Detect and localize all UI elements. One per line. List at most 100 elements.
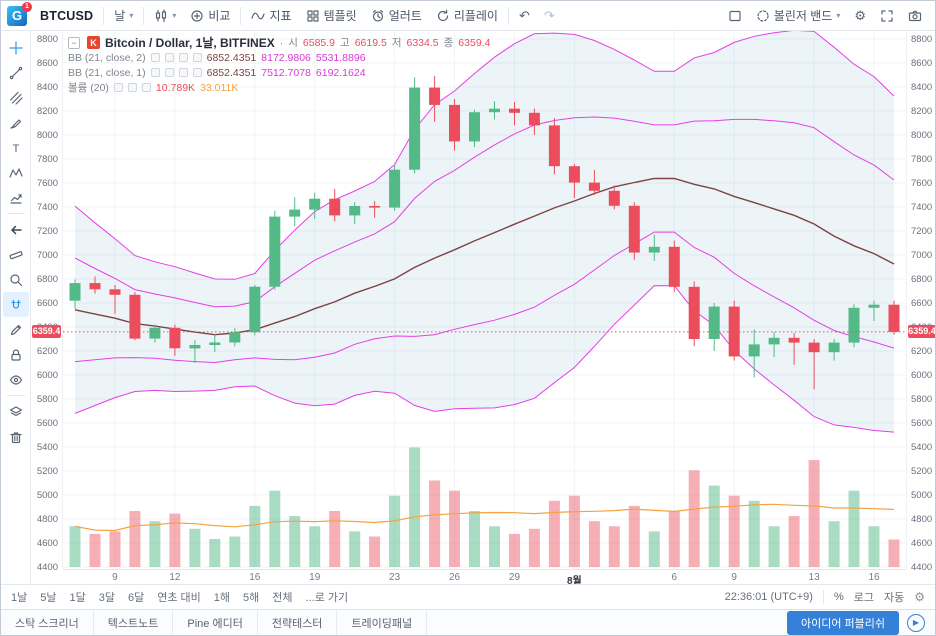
current-price-tag: 6359.4 xyxy=(32,324,61,338)
percent-scale-toggle[interactable]: % xyxy=(833,591,844,603)
collapse-legend-icon[interactable]: − xyxy=(68,36,80,49)
auto-scale-toggle[interactable]: 자동 xyxy=(883,592,905,604)
eye-icon[interactable] xyxy=(150,53,160,62)
settings-button[interactable]: ⚙ xyxy=(847,5,873,27)
tool-pattern[interactable] xyxy=(3,160,29,185)
range-5d[interactable]: 5날 xyxy=(40,592,57,604)
price-tick: 6800 xyxy=(911,274,933,285)
interval-label: 날 xyxy=(114,9,126,23)
chart-style-button[interactable]: ▾ xyxy=(147,5,183,27)
price-tick: 8400 xyxy=(36,82,58,93)
more-icon[interactable] xyxy=(192,68,202,77)
log-scale-toggle[interactable]: 로그 xyxy=(853,592,874,604)
tool-remove-drawings[interactable] xyxy=(3,424,29,449)
replay-button[interactable]: 리플레이 xyxy=(429,5,505,27)
range-1m[interactable]: 1달 xyxy=(69,592,86,604)
settings-icon[interactable] xyxy=(127,83,137,92)
tool-text[interactable]: T xyxy=(3,135,29,160)
range-1d[interactable]: 1날 xyxy=(11,592,28,604)
tool-magnet[interactable] xyxy=(2,292,29,317)
tab-strategy-tester[interactable]: 전략테스터 xyxy=(258,610,338,635)
symbol-search-button[interactable]: BTCUSD xyxy=(40,8,94,23)
tool-lock[interactable] xyxy=(3,342,29,367)
bb2-lower-value: 5531.8896 xyxy=(315,51,366,64)
chart-title[interactable]: Bitcoin / Dollar, 1날, BITFINEX xyxy=(105,36,275,50)
price-tick: 4600 xyxy=(36,538,58,549)
pitchfork-icon xyxy=(9,91,23,105)
tab-pine-editor[interactable]: Pine 에디터 xyxy=(173,610,258,635)
snapshot-button[interactable] xyxy=(901,5,929,27)
svg-text:T: T xyxy=(12,143,19,155)
range-ytd[interactable]: 연초 대비 xyxy=(157,592,201,604)
tool-visibility[interactable] xyxy=(3,367,29,392)
indicator-row-bb2[interactable]: BB (21, close, 2) 6852.4351 8172.9806 55… xyxy=(68,50,490,65)
play-button[interactable]: ▶ xyxy=(907,613,925,632)
price-tick: 5600 xyxy=(36,418,58,429)
price-tick: 4800 xyxy=(36,514,58,525)
fullscreen-button[interactable] xyxy=(873,5,901,27)
text-icon: T xyxy=(12,143,19,155)
tool-measure[interactable] xyxy=(3,242,29,267)
layout-button[interactable] xyxy=(721,5,749,27)
app-logo[interactable]: G 1 xyxy=(7,1,32,26)
redo-button[interactable]: ↷ xyxy=(537,5,562,27)
price-tick: 7800 xyxy=(911,154,933,165)
tool-object-tree[interactable] xyxy=(3,399,29,424)
price-tick: 5800 xyxy=(36,394,58,405)
range-all[interactable]: 전체 xyxy=(272,592,293,604)
active-indicator-dropdown[interactable]: 볼린저 밴드 ▾ xyxy=(749,5,848,27)
templates-button[interactable]: 템플릿 xyxy=(299,5,364,27)
tool-zoom[interactable] xyxy=(3,267,29,292)
eye-icon[interactable] xyxy=(150,68,160,77)
notification-badge: 1 xyxy=(22,1,32,12)
eye-icon[interactable] xyxy=(113,83,123,92)
indicator-row-bb1[interactable]: BB (21, close, 1) 6852.4351 7512.7078 61… xyxy=(68,65,490,80)
tool-pitchfork[interactable] xyxy=(3,85,29,110)
tool-trendline[interactable] xyxy=(3,60,29,85)
settings-icon[interactable] xyxy=(164,68,174,77)
alerts-label: 얼러트 xyxy=(388,9,422,23)
alerts-button[interactable]: 얼러트 xyxy=(364,5,429,27)
range-1y[interactable]: 1해 xyxy=(213,592,231,604)
volume-name: 볼륨 (20) xyxy=(68,82,109,94)
price-axis-left[interactable]: 4400 4600 4800 5000 5200 5400 5600 5800 6000 6200… xyxy=(31,31,63,573)
close-icon[interactable] xyxy=(141,83,151,92)
tool-forecast[interactable] xyxy=(3,185,29,210)
tool-draw-mode[interactable] xyxy=(3,317,29,342)
tab-stock-screener[interactable]: 스탁 스크리너 xyxy=(1,610,94,635)
close-icon[interactable] xyxy=(178,68,188,77)
undo-button[interactable]: ↶ xyxy=(512,5,537,27)
indicators-label: 지표 xyxy=(269,9,292,23)
tools-divider xyxy=(6,395,25,396)
publish-idea-button[interactable]: 아이디어 퍼블리쉬 xyxy=(786,610,899,635)
clock-readout[interactable]: 22:36:01 (UTC+9) xyxy=(724,591,813,603)
price-axis-right[interactable]: 4400 4600 4800 5000 5200 5400 5600 5800 6000 6200… xyxy=(906,31,935,573)
tab-text-notes[interactable]: 텍스트노트 xyxy=(94,610,174,635)
bottom-range-bar: 1날 5날 1달 3달 6달 연초 대비 1해 5해 전체 ...로 가기 22… xyxy=(1,584,935,609)
range-5y[interactable]: 5해 xyxy=(243,592,260,604)
compare-button[interactable]: 비교 xyxy=(183,5,237,27)
price-tick: 7600 xyxy=(911,178,933,189)
tool-brush[interactable] xyxy=(3,110,29,135)
tool-hide-panel[interactable] xyxy=(3,217,29,242)
dotted-circle-icon xyxy=(757,9,769,22)
time-tick: 23 xyxy=(389,572,401,583)
settings-icon[interactable] xyxy=(164,53,174,62)
bb2-upper-value: 8172.9806 xyxy=(261,51,311,64)
volume-value: 10.789K xyxy=(155,81,196,94)
indicator-row-volume[interactable]: 볼륨 (20) 10.789K 33.011K xyxy=(68,80,490,95)
tool-crosshair[interactable] xyxy=(3,35,29,60)
range-3m[interactable]: 3달 xyxy=(98,592,115,604)
chart-plot[interactable]: − K Bitcoin / Dollar, 1날, BITFINEX · 시 6… xyxy=(63,31,906,569)
time-axis[interactable]: 9 12 16 19 23 26 29 8월 6 9 13 16 xyxy=(63,569,906,587)
more-icon[interactable] xyxy=(192,53,202,62)
rangebar-divider xyxy=(822,590,824,604)
tab-trading-panel[interactable]: 트레이딩패널 xyxy=(337,610,428,635)
chevron-down-icon: ▾ xyxy=(172,11,177,20)
close-icon[interactable] xyxy=(178,53,188,62)
go-to-date[interactable]: ...로 가기 xyxy=(305,592,349,604)
indicators-button[interactable]: 지표 xyxy=(244,5,298,27)
gear-icon[interactable]: ⚙ xyxy=(914,590,925,604)
interval-button[interactable]: 날 ▾ xyxy=(107,5,140,27)
range-6m[interactable]: 6달 xyxy=(128,592,145,604)
